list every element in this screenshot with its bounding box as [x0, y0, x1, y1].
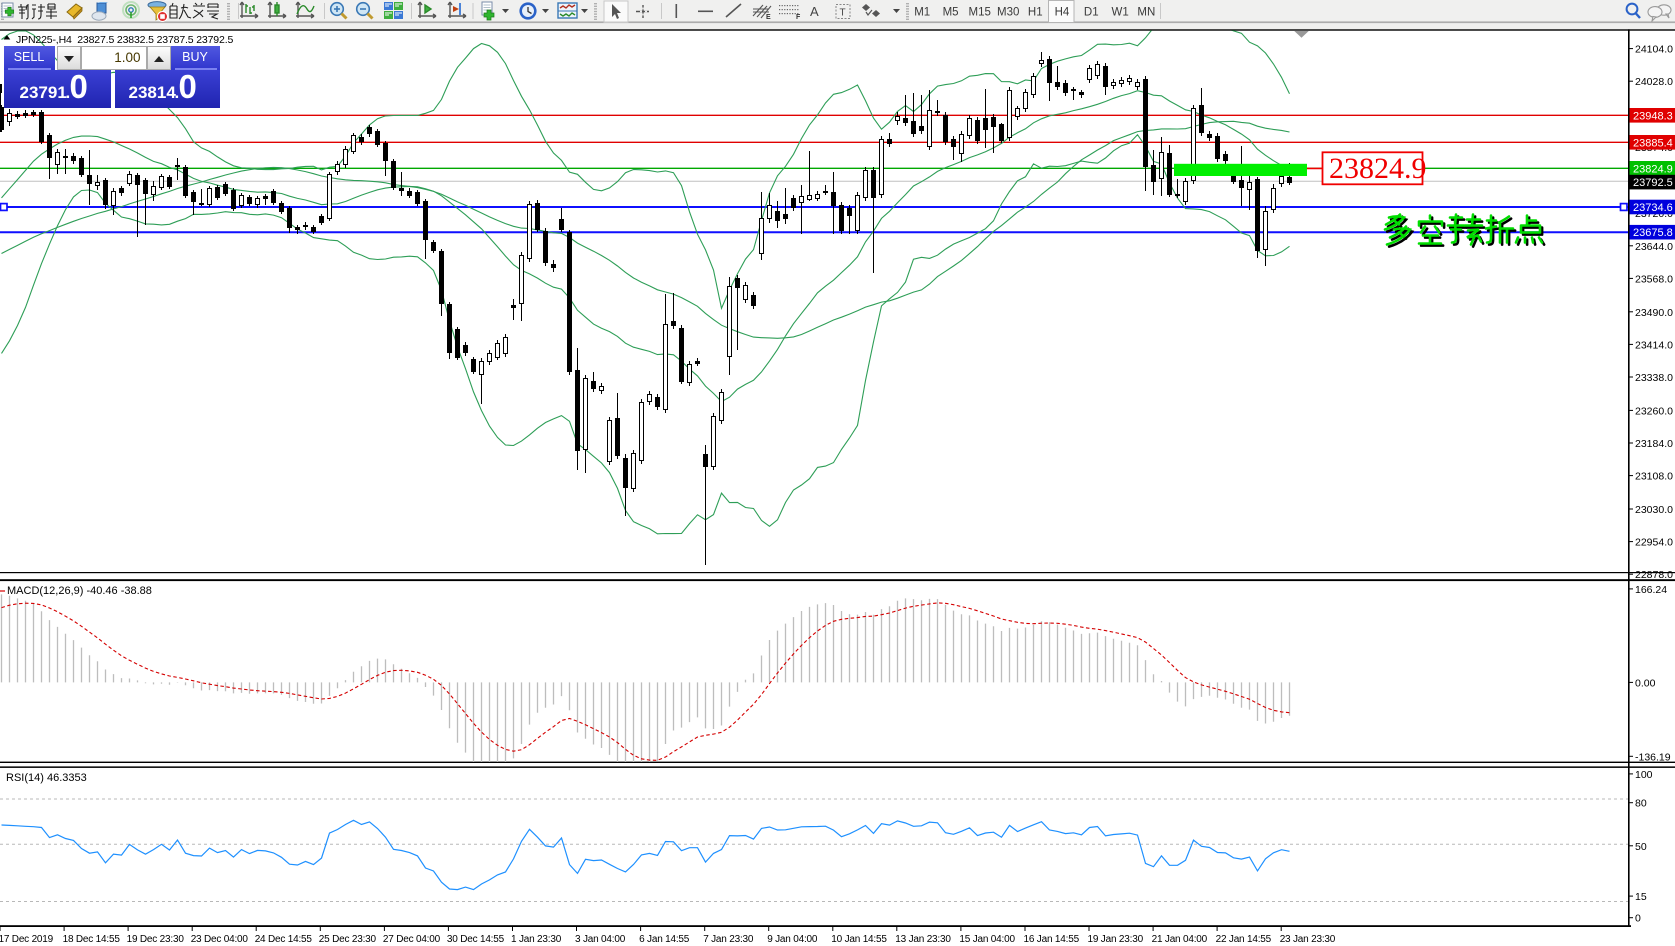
svg-text:10 Jan 14:55: 10 Jan 14:55: [831, 934, 887, 945]
svg-text:-136.19: -136.19: [1635, 751, 1671, 763]
svg-text:23644.0: 23644.0: [1635, 241, 1673, 253]
svg-text:24 Dec 14:55: 24 Dec 14:55: [255, 934, 313, 945]
svg-text:13 Jan 23:30: 13 Jan 23:30: [895, 934, 951, 945]
svg-text:23260.0: 23260.0: [1635, 405, 1673, 417]
svg-text:80: 80: [1635, 798, 1647, 810]
svg-text:23108.0: 23108.0: [1635, 471, 1673, 483]
svg-text:F: F: [796, 14, 801, 21]
svg-text:MN: MN: [1137, 7, 1155, 19]
svg-text:23338.0: 23338.0: [1635, 372, 1673, 384]
svg-text:23885.4: 23885.4: [1633, 137, 1673, 149]
svg-text:19 Jan 23:30: 19 Jan 23:30: [1088, 934, 1144, 945]
svg-text:H4: H4: [1055, 7, 1070, 19]
svg-text:22 Jan 14:55: 22 Jan 14:55: [1216, 934, 1272, 945]
svg-text:23824.9: 23824.9: [1329, 152, 1427, 185]
svg-text:17 Dec 2019: 17 Dec 2019: [0, 934, 54, 945]
svg-text:15 Jan 04:00: 15 Jan 04:00: [959, 934, 1015, 945]
svg-text:7 Jan 23:30: 7 Jan 23:30: [703, 934, 754, 945]
svg-text:16 Jan 14:55: 16 Jan 14:55: [1024, 934, 1080, 945]
svg-text:0.00: 0.00: [1635, 677, 1656, 689]
svg-text:A: A: [810, 4, 819, 19]
svg-text:23 Dec 04:00: 23 Dec 04:00: [191, 934, 249, 945]
svg-text:E: E: [766, 14, 771, 21]
svg-text:25 Dec 23:30: 25 Dec 23:30: [319, 934, 377, 945]
svg-text:15: 15: [1635, 891, 1647, 903]
svg-text:23824.9: 23824.9: [1633, 163, 1673, 175]
svg-text:3 Jan 04:00: 3 Jan 04:00: [575, 934, 626, 945]
svg-text:23568.0: 23568.0: [1635, 273, 1673, 285]
svg-text:RSI(14) 46.3353: RSI(14) 46.3353: [6, 772, 87, 784]
svg-text:22954.0: 22954.0: [1635, 537, 1673, 549]
svg-text:166.24: 166.24: [1635, 584, 1667, 596]
svg-text:0: 0: [1635, 913, 1641, 925]
svg-text:23184.0: 23184.0: [1635, 438, 1673, 450]
svg-text:M1: M1: [914, 7, 930, 19]
svg-text:23490.0: 23490.0: [1635, 307, 1673, 319]
svg-text:1 Jan 23:30: 1 Jan 23:30: [511, 934, 562, 945]
svg-text:M15: M15: [969, 7, 991, 19]
svg-text:50: 50: [1635, 841, 1647, 853]
svg-text:23948.3: 23948.3: [1633, 110, 1673, 122]
svg-text:21 Jan 04:00: 21 Jan 04:00: [1152, 934, 1208, 945]
svg-text:M30: M30: [997, 7, 1019, 19]
svg-text:24028.0: 24028.0: [1635, 76, 1673, 88]
svg-text:MACD(12,26,9) -40.46 -38.88: MACD(12,26,9) -40.46 -38.88: [7, 585, 152, 597]
svg-text:27 Dec 04:00: 27 Dec 04:00: [383, 934, 441, 945]
svg-text:30 Dec 14:55: 30 Dec 14:55: [447, 934, 505, 945]
svg-text:23 Jan 23:30: 23 Jan 23:30: [1280, 934, 1336, 945]
svg-text:23734.6: 23734.6: [1633, 202, 1673, 214]
svg-text:23414.0: 23414.0: [1635, 339, 1673, 351]
svg-text:H1: H1: [1028, 7, 1043, 19]
svg-text:23792.5: 23792.5: [1633, 177, 1673, 189]
svg-text:6 Jan 14:55: 6 Jan 14:55: [639, 934, 690, 945]
svg-text:JPN225-,H4 23827.5 23832.5 23: JPN225-,H4 23827.5 23832.5 23787.5 23792…: [16, 34, 233, 46]
svg-text:23030.0: 23030.0: [1635, 504, 1673, 516]
svg-text:W1: W1: [1112, 7, 1129, 19]
svg-text:23675.8: 23675.8: [1633, 227, 1673, 239]
svg-text:18 Dec 14:55: 18 Dec 14:55: [63, 934, 121, 945]
svg-text:19 Dec 23:30: 19 Dec 23:30: [127, 934, 185, 945]
svg-text:100: 100: [1635, 769, 1653, 781]
svg-text:22878.0: 22878.0: [1635, 569, 1673, 581]
svg-text:9 Jan 04:00: 9 Jan 04:00: [767, 934, 818, 945]
svg-text:M5: M5: [943, 7, 959, 19]
svg-text:T: T: [840, 8, 846, 19]
svg-text:24104.0: 24104.0: [1635, 44, 1673, 56]
svg-text:D1: D1: [1084, 7, 1099, 19]
